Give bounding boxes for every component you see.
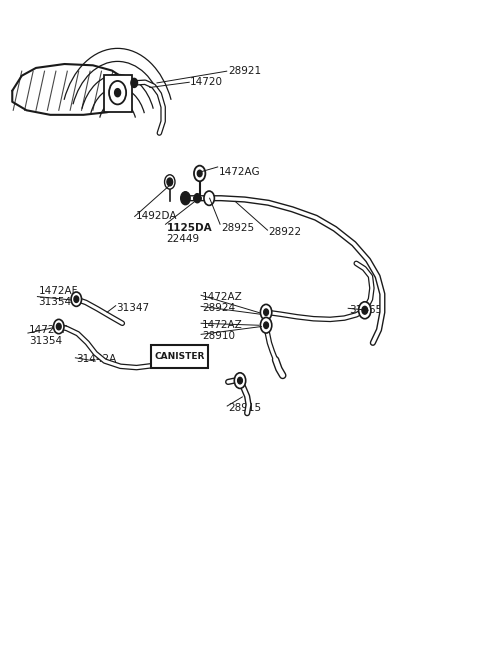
Text: CANISTER: CANISTER	[155, 352, 204, 361]
Text: 31365: 31365	[349, 306, 382, 315]
Text: 31442A: 31442A	[76, 354, 117, 364]
Text: 22449: 22449	[167, 234, 200, 244]
Circle shape	[74, 296, 79, 302]
Text: 28922: 28922	[268, 227, 301, 237]
Circle shape	[261, 304, 272, 320]
Text: 1472AZ: 1472AZ	[202, 292, 243, 302]
Circle shape	[56, 323, 61, 330]
Circle shape	[71, 292, 82, 306]
Circle shape	[359, 302, 371, 319]
Text: 1472AZ: 1472AZ	[202, 320, 243, 330]
Circle shape	[362, 306, 368, 314]
Text: 31354: 31354	[29, 336, 62, 346]
Text: 31354: 31354	[38, 297, 72, 307]
Text: 28910: 28910	[202, 331, 235, 342]
Circle shape	[173, 350, 182, 363]
Text: 28924: 28924	[202, 304, 235, 313]
Circle shape	[194, 166, 205, 181]
Circle shape	[234, 373, 246, 388]
Circle shape	[264, 322, 268, 328]
Circle shape	[167, 178, 173, 186]
Circle shape	[131, 78, 138, 87]
Circle shape	[197, 170, 202, 177]
Text: 1492DA: 1492DA	[136, 212, 177, 221]
Text: 1472AF: 1472AF	[29, 325, 68, 335]
Circle shape	[180, 192, 190, 205]
Text: 1125DA: 1125DA	[167, 223, 212, 233]
Text: 28921: 28921	[228, 66, 261, 76]
Circle shape	[165, 175, 175, 189]
Circle shape	[115, 89, 120, 97]
Text: 28915: 28915	[228, 403, 261, 413]
Circle shape	[194, 194, 201, 203]
Text: 1472AF: 1472AF	[38, 286, 78, 296]
Circle shape	[238, 377, 242, 384]
FancyBboxPatch shape	[151, 345, 208, 368]
Circle shape	[204, 191, 215, 206]
Text: 28925: 28925	[221, 223, 254, 233]
Text: 1472AG: 1472AG	[219, 167, 260, 177]
Text: 14720: 14720	[190, 78, 223, 87]
Circle shape	[261, 317, 272, 333]
FancyBboxPatch shape	[104, 75, 132, 112]
Circle shape	[264, 309, 268, 315]
Circle shape	[54, 319, 64, 334]
Circle shape	[109, 81, 126, 104]
Text: 31347: 31347	[117, 303, 150, 313]
